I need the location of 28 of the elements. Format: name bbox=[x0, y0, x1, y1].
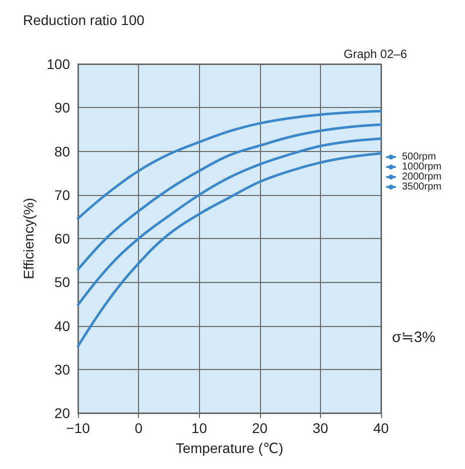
x-tick-label: 30 bbox=[312, 420, 328, 436]
y-tick-label: 20 bbox=[54, 405, 70, 421]
y-tick-label: 80 bbox=[54, 143, 70, 160]
y-tick-label: 30 bbox=[54, 361, 70, 378]
x-tick-label: 40 bbox=[373, 420, 389, 436]
chart-title: Reduction ratio 100 bbox=[23, 12, 145, 28]
legend-label: 2000rpm bbox=[402, 172, 442, 182]
y-axis-title: Efficiency(%) bbox=[20, 198, 37, 280]
text: σ≒3% bbox=[392, 329, 436, 346]
legend-label: 500rpm bbox=[402, 152, 436, 162]
x-tick-label: 20 bbox=[252, 420, 268, 436]
line-series bbox=[76, 152, 382, 348]
x-tick-label: 10 bbox=[191, 420, 208, 436]
y-tick-label: 40 bbox=[54, 318, 70, 334]
y-tick-label: 90 bbox=[54, 100, 70, 116]
x-tick-label: −10 bbox=[66, 420, 90, 436]
y-tick-label: 70 bbox=[54, 186, 70, 203]
line-series bbox=[76, 137, 382, 306]
y-tick-label: 100 bbox=[46, 56, 70, 72]
x-axis-title: Temperature (℃) bbox=[176, 440, 284, 456]
y-tick-label: 60 bbox=[54, 230, 70, 246]
x-tick-label: 0 bbox=[134, 420, 143, 436]
legend-label: 3500rpm bbox=[402, 182, 442, 192]
legend-label: 1000rpm bbox=[402, 162, 442, 172]
y-tick-label: 50 bbox=[54, 274, 70, 290]
caption: Graph 02–6 bbox=[344, 47, 408, 61]
line-series bbox=[76, 110, 382, 220]
line-series bbox=[76, 123, 382, 271]
